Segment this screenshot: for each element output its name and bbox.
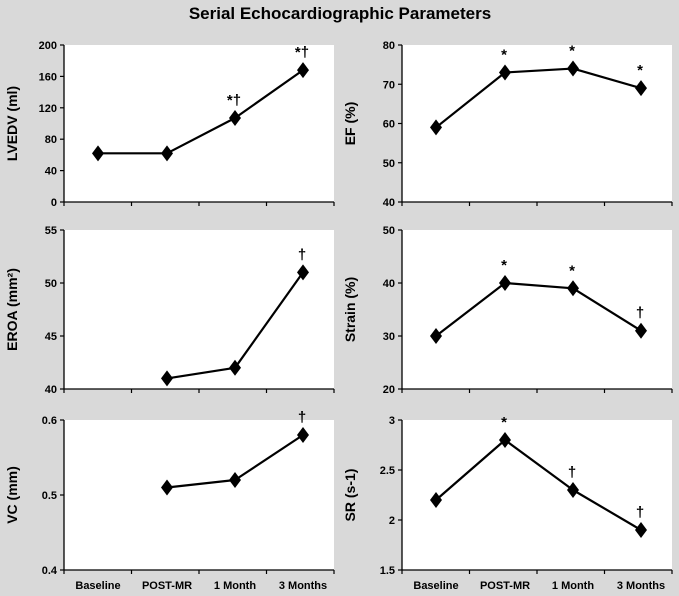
data-point bbox=[430, 119, 442, 136]
data-point bbox=[229, 110, 241, 127]
significance-marker: † bbox=[568, 464, 576, 481]
data-point bbox=[430, 328, 442, 344]
series-line bbox=[435, 438, 642, 531]
data-point bbox=[229, 472, 241, 488]
significance-marker: † bbox=[298, 246, 306, 263]
panel-eroa: 40 45 50 55 EROA (mm²) † bbox=[4, 225, 335, 396]
significance-marker: * bbox=[501, 257, 507, 274]
series-line bbox=[435, 67, 642, 129]
y-tick-label: 1.5 bbox=[380, 565, 395, 577]
significance-marker: * bbox=[637, 62, 643, 79]
data-point bbox=[635, 522, 647, 538]
series-line bbox=[435, 281, 642, 337]
x-category-label: Baseline bbox=[75, 580, 120, 592]
data-point bbox=[567, 482, 579, 498]
y-axis-label: SR (s-1) bbox=[342, 469, 358, 522]
y-tick-label: 40 bbox=[45, 384, 57, 396]
data-point bbox=[499, 432, 511, 448]
y-tick-label: 40 bbox=[383, 197, 395, 209]
plot-area bbox=[402, 230, 672, 389]
panel-strain: 20 30 40 50 Strain (%) * * † bbox=[342, 225, 673, 396]
y-tick-label: 45 bbox=[45, 331, 57, 343]
x-category-label: POST-MR bbox=[480, 580, 530, 592]
data-point bbox=[92, 145, 104, 162]
y-tick-label: 55 bbox=[45, 225, 57, 237]
significance-marker: * bbox=[501, 46, 507, 63]
significance-marker: † bbox=[636, 305, 644, 322]
x-category-label: 1 Month bbox=[552, 580, 594, 592]
significance-marker: * bbox=[569, 43, 575, 60]
x-category-label: POST-MR bbox=[142, 580, 192, 592]
y-axis-label: Strain (%) bbox=[342, 277, 358, 342]
significance-marker: * bbox=[569, 262, 575, 279]
significance-marker: *† bbox=[227, 92, 241, 109]
plot-area bbox=[402, 420, 672, 570]
y-axis-label: VC (mm) bbox=[4, 466, 20, 524]
data-point bbox=[297, 427, 309, 443]
y-tick-label: 40 bbox=[45, 166, 57, 178]
y-axis-label: EROA (mm²) bbox=[4, 268, 20, 351]
data-point bbox=[229, 359, 241, 376]
x-category-label: 3 Months bbox=[617, 580, 665, 592]
y-tick-label: 0 bbox=[51, 197, 57, 209]
data-point bbox=[161, 145, 173, 162]
y-tick-label: 30 bbox=[383, 331, 395, 343]
y-tick-label: 160 bbox=[39, 71, 57, 83]
data-point bbox=[430, 492, 442, 508]
y-tick-label: 0.5 bbox=[42, 490, 57, 502]
y-tick-label: 3 bbox=[389, 415, 395, 427]
significance-marker: *† bbox=[295, 44, 309, 61]
data-point bbox=[635, 80, 647, 97]
data-point bbox=[499, 275, 511, 291]
panel-sr: 1.5 2 2.5 3 SR (s-1) * † † Baseline POST-MR 1 Mont… bbox=[342, 414, 673, 592]
data-point bbox=[161, 479, 173, 496]
y-tick-label: 2.5 bbox=[380, 465, 395, 477]
x-category-label: 3 Months bbox=[279, 580, 327, 592]
data-point bbox=[297, 62, 309, 79]
data-point bbox=[635, 322, 647, 339]
significance-marker: † bbox=[636, 504, 644, 521]
data-point bbox=[297, 264, 309, 281]
data-point bbox=[161, 370, 173, 387]
significance-marker: † bbox=[298, 409, 306, 426]
y-tick-label: 50 bbox=[383, 225, 395, 237]
figure-title: Serial Echocardiographic Parameters bbox=[189, 4, 491, 23]
plot-area bbox=[64, 230, 334, 389]
x-category-label: 1 Month bbox=[214, 580, 256, 592]
y-tick-label: 80 bbox=[45, 134, 57, 146]
y-tick-label: 0.4 bbox=[42, 565, 58, 577]
series-line bbox=[98, 69, 304, 155]
y-tick-label: 120 bbox=[39, 103, 57, 115]
data-point bbox=[499, 64, 511, 81]
y-tick-label: 50 bbox=[383, 158, 395, 170]
panel-vc: 0.4 0.5 0.6 VC (mm) † Baseline POST-MR 1 Month 3… bbox=[4, 409, 335, 592]
y-tick-label: 80 bbox=[383, 40, 395, 52]
y-axis-label: LVEDV (ml) bbox=[4, 86, 20, 161]
x-category-label: Baseline bbox=[413, 580, 458, 592]
y-tick-label: 40 bbox=[383, 278, 395, 290]
y-tick-label: 60 bbox=[383, 119, 395, 131]
y-tick-label: 0.6 bbox=[42, 415, 57, 427]
y-axis-label: EF (%) bbox=[342, 102, 358, 146]
y-tick-label: 70 bbox=[383, 79, 395, 91]
y-tick-label: 200 bbox=[39, 40, 57, 52]
plot-area bbox=[64, 45, 334, 202]
significance-marker: * bbox=[501, 414, 507, 431]
data-point bbox=[567, 60, 579, 77]
y-tick-label: 20 bbox=[383, 384, 395, 396]
panel-lvedv: 0 40 80 120 160 200 LVEDV (ml) *† *† bbox=[4, 40, 335, 209]
panel-ef: 40 50 60 70 80 EF (%) * * * bbox=[342, 40, 673, 209]
data-point bbox=[567, 280, 579, 297]
y-tick-label: 2 bbox=[389, 515, 395, 527]
y-tick-label: 50 bbox=[45, 278, 57, 290]
